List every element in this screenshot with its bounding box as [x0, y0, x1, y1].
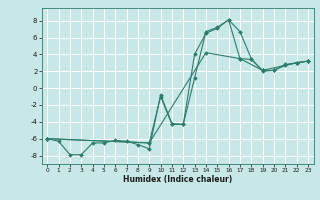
- X-axis label: Humidex (Indice chaleur): Humidex (Indice chaleur): [123, 175, 232, 184]
